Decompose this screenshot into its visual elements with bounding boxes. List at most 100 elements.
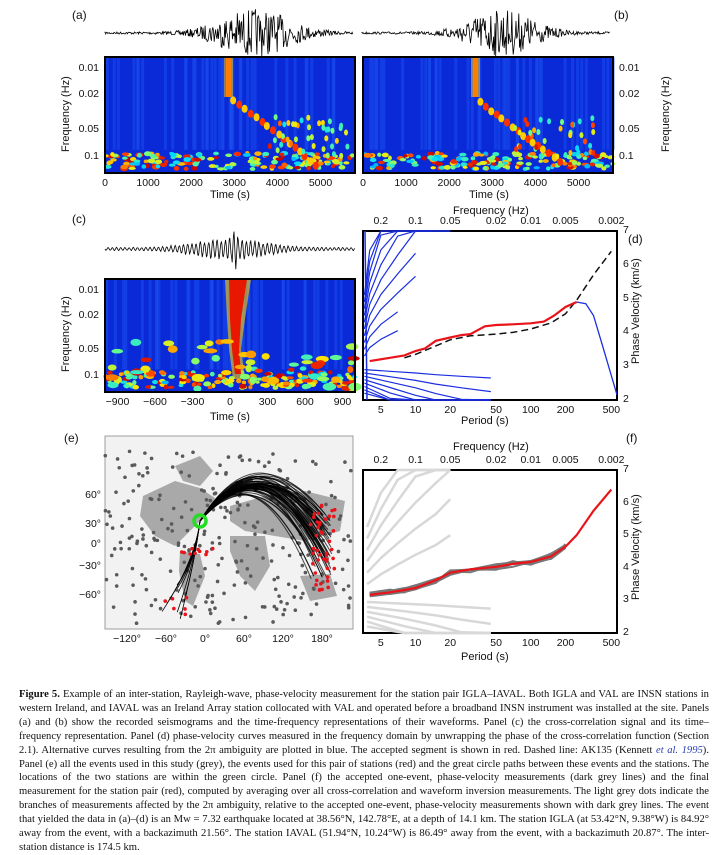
event-dot-red <box>210 546 215 551</box>
spectrogram-streak <box>285 57 289 150</box>
spectrogram-blob <box>320 372 328 377</box>
spectrogram-blob <box>248 385 253 390</box>
spectrogram-blob <box>167 385 175 389</box>
spectrogram-blob <box>172 160 181 165</box>
spectrogram-streak <box>260 279 264 370</box>
event-dot-grey <box>111 605 116 609</box>
event-dot-red <box>332 507 337 512</box>
event-dot-grey <box>232 583 237 587</box>
spectrogram-blob <box>191 357 200 365</box>
event-dot-grey <box>223 515 227 520</box>
event-dot-grey <box>216 563 221 567</box>
event-dot-grey <box>204 600 208 604</box>
spectrogram-blob <box>590 158 599 163</box>
spectrogram-blob <box>563 152 568 159</box>
spectrogram-blob <box>560 119 565 126</box>
spectrogram-streak <box>424 57 428 150</box>
event-dot-grey <box>245 566 250 571</box>
citation-link[interactable]: et al. 1995 <box>656 744 703 756</box>
event-dot-grey <box>183 500 188 504</box>
spectrogram-blob <box>470 159 478 165</box>
event-dot-grey <box>219 505 223 510</box>
x-tick-label: 200 <box>556 404 575 416</box>
spectrogram-streak <box>253 57 257 150</box>
spectrogram-blob <box>491 155 496 159</box>
top-x-tick-label: 0.05 <box>440 454 461 466</box>
spectrogram-blob <box>322 382 337 391</box>
spectrogram-blob <box>343 161 350 165</box>
spectrogram-blob <box>328 156 336 161</box>
spectrogram-blob <box>518 143 523 150</box>
dispersion-ridge <box>241 104 248 113</box>
y-tick-label: 4 <box>623 325 629 338</box>
spectrogram-blob <box>576 149 581 156</box>
event-dot-grey <box>271 452 275 456</box>
spectrogram-blob <box>407 153 414 158</box>
event-dot-grey <box>277 468 281 472</box>
spectrogram-streak <box>466 57 470 150</box>
event-dot-grey <box>231 617 235 622</box>
spectrogram-blob <box>502 165 511 169</box>
spectrogram-blob <box>285 136 290 143</box>
panel-label-c: (c) <box>72 212 86 226</box>
spectrogram-streak <box>576 57 580 150</box>
spectrogram-blob <box>136 153 142 158</box>
spectrogram-blob <box>277 120 282 127</box>
event-dot-grey <box>234 560 239 564</box>
event-dot-grey <box>223 505 227 510</box>
plot-frame <box>362 469 618 634</box>
dispersion-ridge <box>312 161 319 170</box>
spectrogram-streak <box>332 57 336 150</box>
spectrogram-blob <box>301 360 313 365</box>
spectrogram-blob <box>314 152 321 156</box>
event-dot-grey <box>191 450 195 455</box>
spectrogram-blob <box>217 373 223 378</box>
event-dot-grey <box>285 476 290 481</box>
event-dot-grey <box>174 451 179 456</box>
event-dot-red <box>324 559 329 563</box>
dispersion-ridge <box>529 138 536 147</box>
event-dot-red <box>314 583 318 587</box>
event-dot-grey <box>118 540 123 545</box>
xlabel-a: Time (s) <box>210 189 250 201</box>
spectrogram-streak <box>310 57 314 150</box>
event-dot-grey <box>306 553 310 557</box>
spectrogram-blob <box>461 156 469 162</box>
x-tick-label: 2000 <box>179 177 203 189</box>
event-dot-red <box>311 561 315 566</box>
spectrogram-blob <box>196 153 202 158</box>
dispersion-ridge <box>247 109 254 118</box>
event-dot-grey <box>206 593 210 598</box>
dispersion-halo <box>471 57 480 97</box>
map-lat-label: −60° <box>78 589 101 601</box>
spectrogram-blob <box>577 118 582 125</box>
event-dot-grey <box>140 573 144 577</box>
spectrogram-streak <box>540 57 544 150</box>
spectrogram-blob <box>441 154 448 158</box>
event-dot-grey <box>348 596 352 600</box>
spectrogram-blob <box>460 162 468 167</box>
spectrogram-blob <box>307 124 312 131</box>
spectrogram-frame <box>104 56 356 174</box>
x-tick-label: 0 <box>102 177 108 189</box>
spectrogram-blob <box>584 163 591 169</box>
event-dot-red <box>317 520 322 525</box>
event-dot-grey <box>277 594 281 598</box>
event-dot-grey <box>243 581 248 585</box>
event-dot-grey <box>329 479 333 484</box>
spectrogram-blob <box>455 156 462 162</box>
xlabel-b: Time (s) <box>469 189 509 201</box>
spectrogram-blob <box>173 166 180 171</box>
event-dot-grey <box>158 493 162 498</box>
event-dot-grey <box>208 498 213 503</box>
seismogram-a <box>104 9 354 57</box>
event-dot-grey <box>263 530 267 534</box>
spectrogram-streak <box>522 57 526 150</box>
event-dot-red <box>163 599 168 603</box>
spectrogram-blob <box>124 383 130 389</box>
panel-label-b: (b) <box>614 8 629 22</box>
event-dot-red <box>319 581 323 586</box>
spectrogram-streak <box>116 57 120 150</box>
spectrogram-blob <box>310 361 324 369</box>
map-lat-label: 30° <box>85 518 101 530</box>
